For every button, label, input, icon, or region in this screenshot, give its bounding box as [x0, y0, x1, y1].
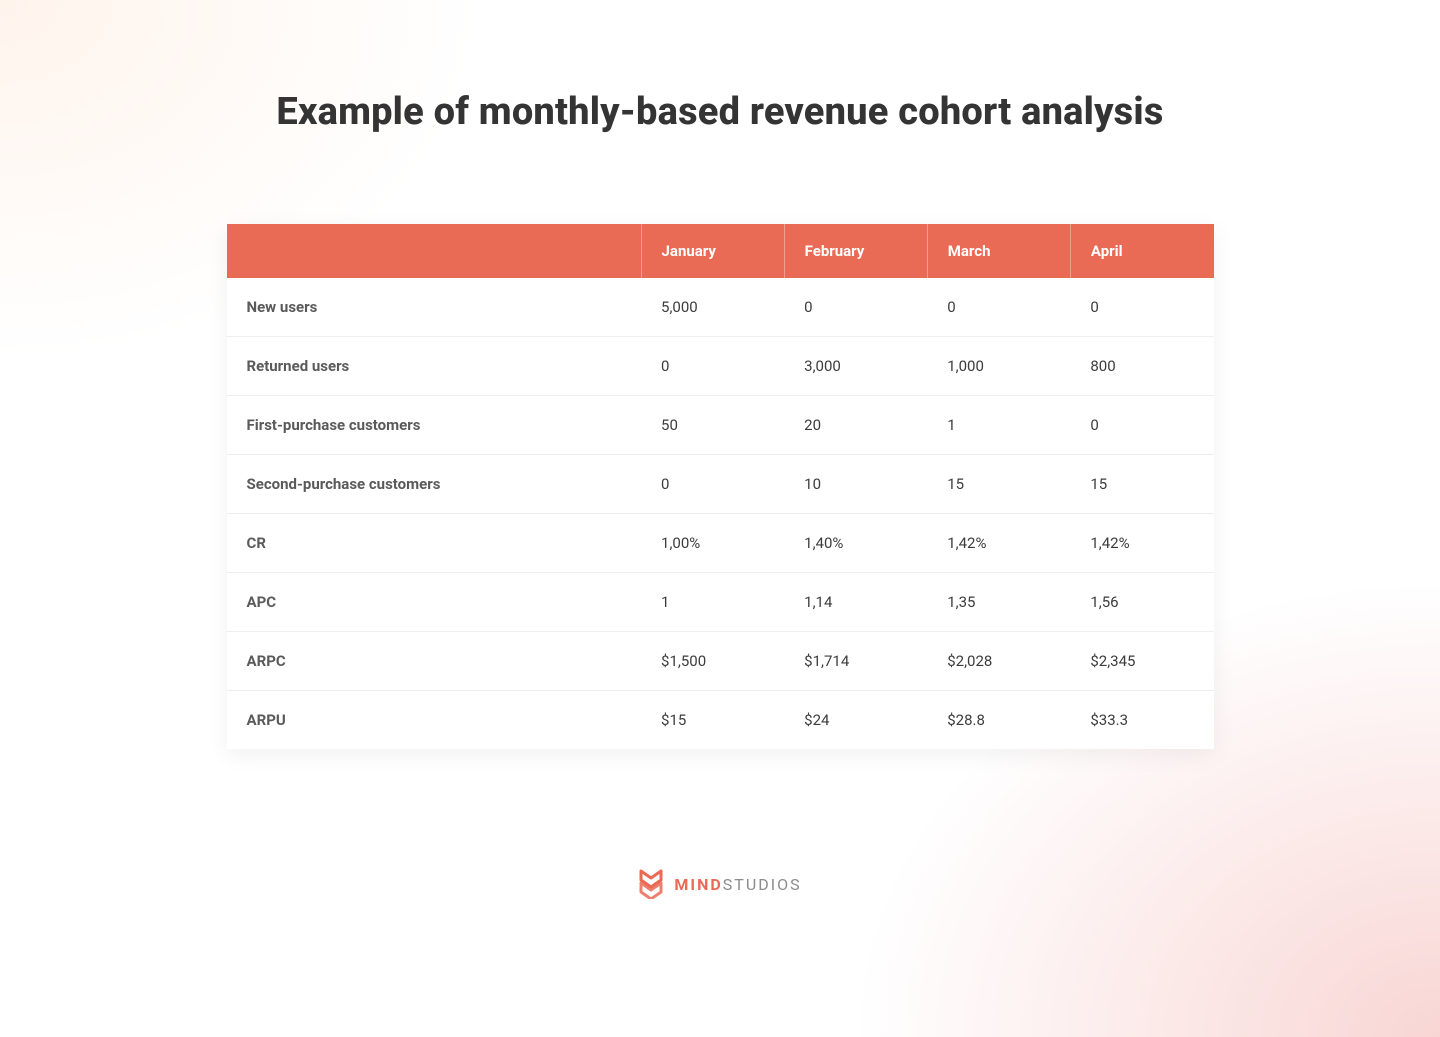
page-title: Example of monthly-based revenue cohort … [276, 90, 1163, 134]
table-cell: 0 [1070, 396, 1213, 455]
table-cell: 1,14 [784, 573, 927, 632]
row-label: CR [227, 514, 642, 573]
table-cell: 20 [784, 396, 927, 455]
row-label: Second-purchase customers [227, 455, 642, 514]
table-cell: $33.3 [1070, 691, 1213, 750]
table-cell: 1,56 [1070, 573, 1213, 632]
table-cell: 1,40% [784, 514, 927, 573]
row-label: ARPU [227, 691, 642, 750]
table-cell: 15 [1070, 455, 1213, 514]
row-label: First-purchase customers [227, 396, 642, 455]
table-cell: 3,000 [784, 337, 927, 396]
table-cell: $24 [784, 691, 927, 750]
col-header-april: April [1070, 224, 1213, 278]
table-cell: 15 [927, 455, 1070, 514]
table-cell: 0 [641, 337, 784, 396]
table-row: ARPC $1,500 $1,714 $2,028 $2,345 [227, 632, 1214, 691]
page: Example of monthly-based revenue cohort … [0, 0, 1440, 1037]
table-cell: $15 [641, 691, 784, 750]
table-row: Returned users 0 3,000 1,000 800 [227, 337, 1214, 396]
col-header-january: January [641, 224, 784, 278]
brand-name: MINDSTUDIOS [674, 875, 801, 894]
table-cell: 1,35 [927, 573, 1070, 632]
cohort-table: January February March April New users 5… [227, 224, 1214, 749]
table-cell: $1,500 [641, 632, 784, 691]
table-row: CR 1,00% 1,40% 1,42% 1,42% [227, 514, 1214, 573]
table-cell: 10 [784, 455, 927, 514]
brand-logo-icon [638, 869, 664, 899]
table-cell: 800 [1070, 337, 1213, 396]
row-label: Returned users [227, 337, 642, 396]
col-header-blank [227, 224, 642, 278]
table-cell: 1,00% [641, 514, 784, 573]
table-cell: 0 [641, 455, 784, 514]
table-cell: 5,000 [641, 278, 784, 337]
brand-footer: MINDSTUDIOS [638, 869, 801, 899]
row-label: ARPC [227, 632, 642, 691]
table-row: Second-purchase customers 0 10 15 15 [227, 455, 1214, 514]
brand-name-bold: MIND [674, 875, 722, 894]
table-cell: 0 [784, 278, 927, 337]
table-cell: $28.8 [927, 691, 1070, 750]
table-row: APC 1 1,14 1,35 1,56 [227, 573, 1214, 632]
brand-name-thin: STUDIOS [723, 875, 802, 894]
col-header-february: February [784, 224, 927, 278]
table-row: ARPU $15 $24 $28.8 $33.3 [227, 691, 1214, 750]
table-cell: $2,028 [927, 632, 1070, 691]
row-label: New users [227, 278, 642, 337]
row-label: APC [227, 573, 642, 632]
table-cell: 1,42% [1070, 514, 1213, 573]
table-cell: 0 [1070, 278, 1213, 337]
table-cell: 1,000 [927, 337, 1070, 396]
table-cell: $1,714 [784, 632, 927, 691]
col-header-march: March [927, 224, 1070, 278]
table-cell: 1 [927, 396, 1070, 455]
table-cell: 0 [927, 278, 1070, 337]
table-cell: $2,345 [1070, 632, 1213, 691]
table-row: First-purchase customers 50 20 1 0 [227, 396, 1214, 455]
cohort-table-wrap: January February March April New users 5… [227, 224, 1214, 749]
table-cell: 50 [641, 396, 784, 455]
table-row: New users 5,000 0 0 0 [227, 278, 1214, 337]
table-cell: 1 [641, 573, 784, 632]
table-cell: 1,42% [927, 514, 1070, 573]
table-header-row: January February March April [227, 224, 1214, 278]
